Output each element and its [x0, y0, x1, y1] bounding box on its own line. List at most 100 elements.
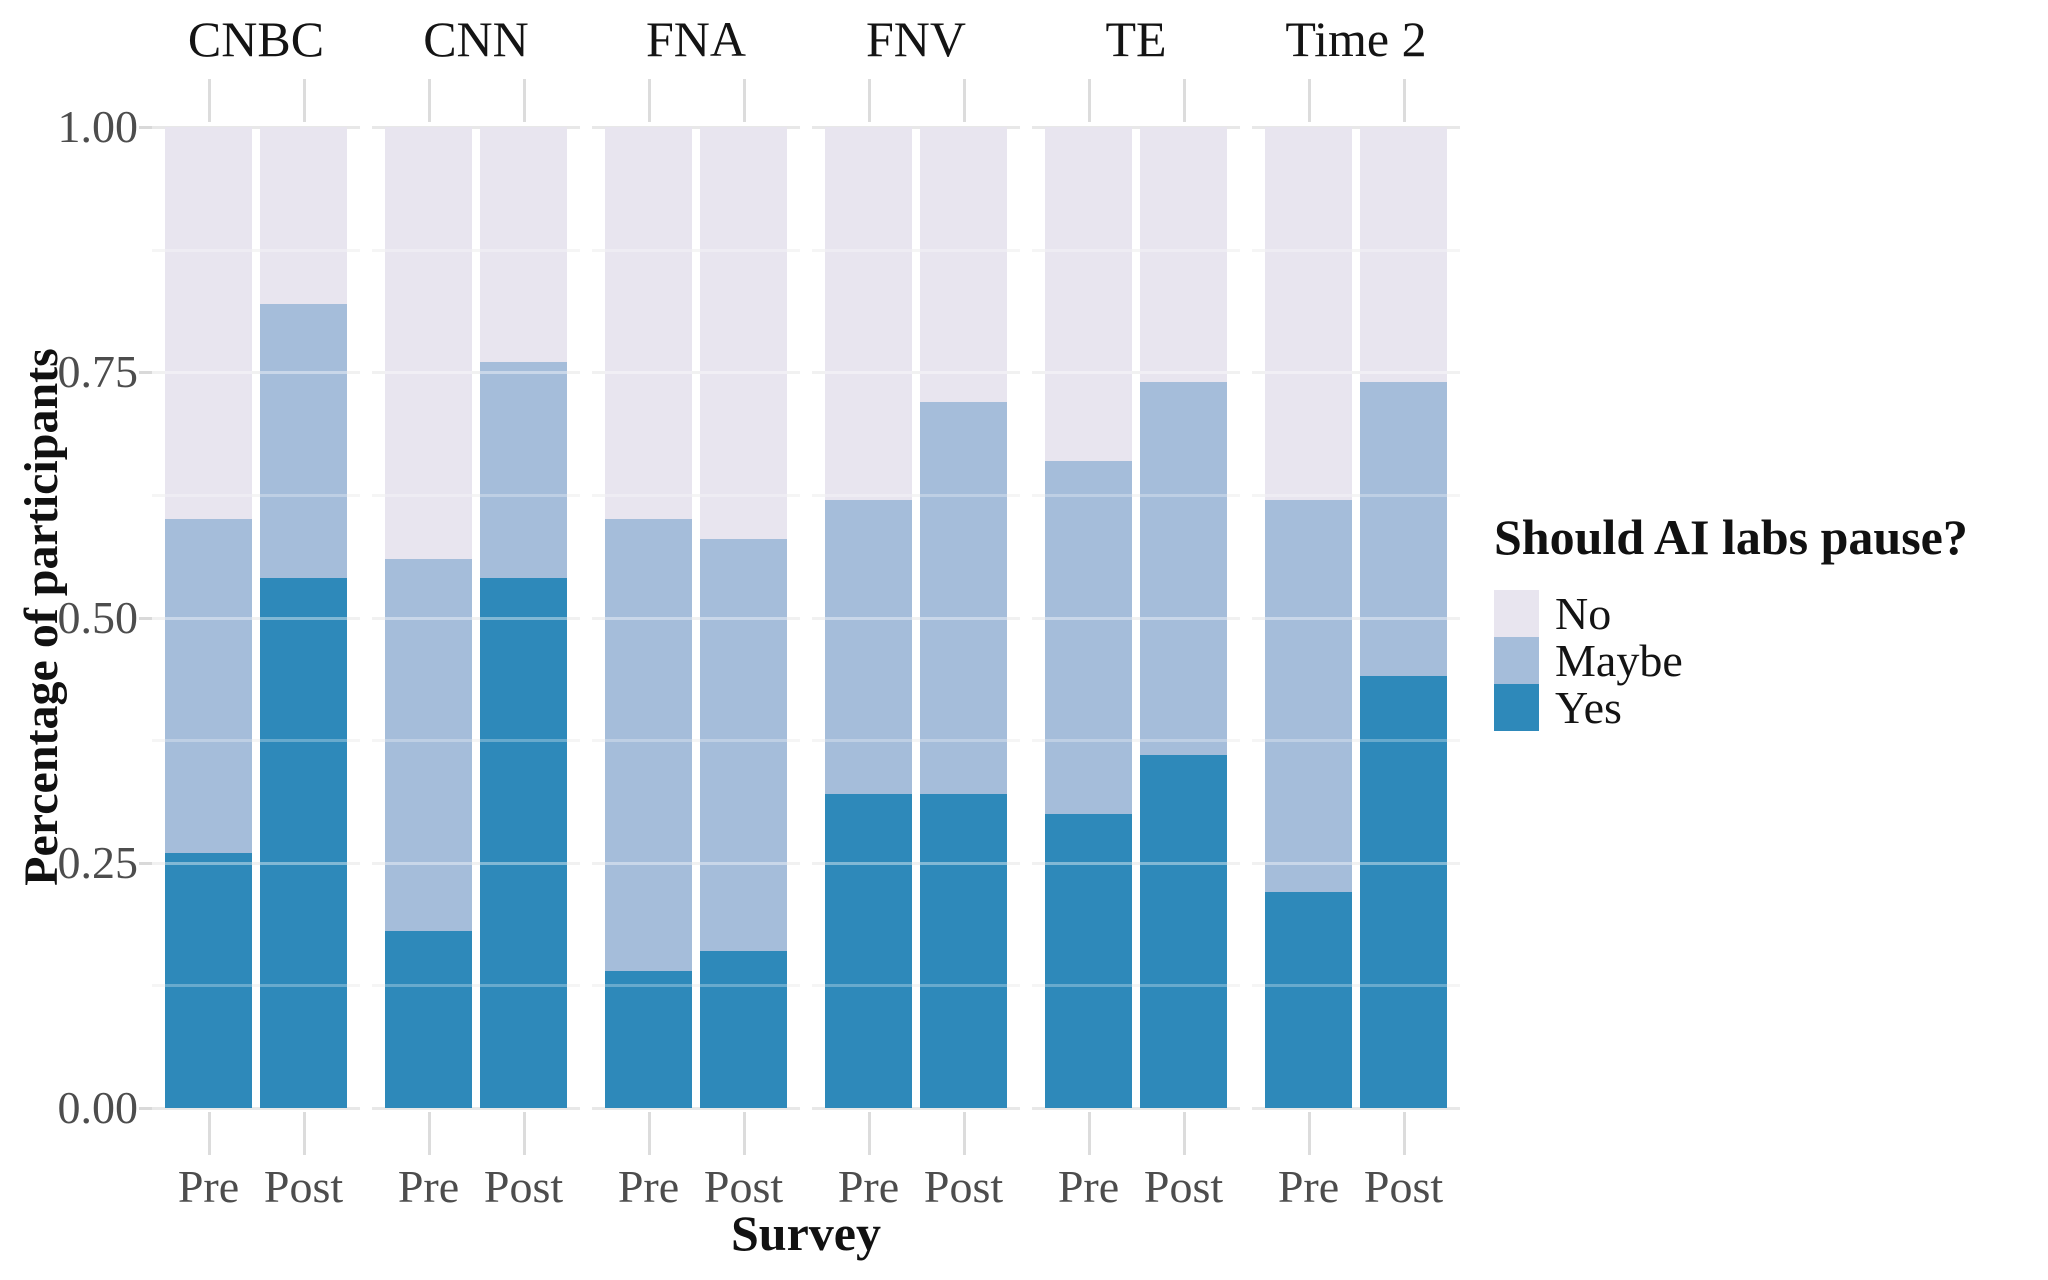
gridline: [152, 984, 360, 988]
top-axis-tick: [1402, 79, 1406, 122]
gridline: [372, 616, 580, 620]
gridline-overlay: [1032, 493, 1240, 497]
gridline: [152, 739, 360, 743]
gridline: [372, 861, 580, 865]
segment-yes: [480, 578, 567, 1108]
panel-fnv: [812, 126, 1020, 1110]
legend-label: No: [1555, 588, 1612, 639]
bar-cnbc-pre: [165, 127, 252, 1108]
segment-yes: [1265, 892, 1352, 1108]
gridline: [812, 1107, 1020, 1110]
segment-yes: [1360, 676, 1447, 1108]
gridline: [812, 248, 1020, 252]
segment-no: [1265, 127, 1352, 500]
gridline-overlay: [1252, 984, 1460, 988]
gridline-overlay: [372, 371, 580, 375]
gridline: [592, 248, 800, 252]
gridline: [1032, 616, 1240, 620]
segment-maybe: [1045, 460, 1132, 814]
segment-yes: [165, 852, 252, 1108]
gridline: [1252, 248, 1460, 252]
bar-te-post: [1140, 127, 1227, 1108]
gridline: [1252, 371, 1460, 375]
gridline-overlay: [812, 248, 1020, 252]
gridline: [372, 1107, 580, 1110]
gridline-overlay: [592, 248, 800, 252]
facet-label-fna: FNA: [645, 11, 747, 67]
gridline-overlay: [372, 861, 580, 865]
gridline: [1252, 984, 1460, 988]
panel-fna: [592, 126, 800, 1110]
gridline: [592, 739, 800, 743]
gridline-overlay: [372, 984, 580, 988]
legend-label: Maybe: [1555, 635, 1683, 686]
gridline-overlay: [812, 616, 1020, 620]
gridline: [812, 739, 1020, 743]
y-axis-tick: [139, 371, 152, 375]
x-tick-label-te-post: Post: [1143, 1161, 1224, 1212]
gridline-overlay: [812, 493, 1020, 497]
y-axis-tick: [139, 861, 152, 865]
gridline-overlay: [152, 861, 360, 865]
gridline: [592, 984, 800, 988]
bar-fnv-post: [920, 127, 1007, 1108]
gridline-overlay: [1252, 861, 1460, 865]
top-axis-tick: [962, 79, 966, 122]
segment-maybe: [700, 539, 787, 952]
gridline: [152, 371, 360, 375]
bar-fna-pre: [605, 127, 692, 1108]
gridline: [1032, 493, 1240, 497]
legend: Should AI labs pause? No Maybe Yes: [1494, 508, 2048, 731]
legend-entries: No Maybe Yes: [1494, 590, 2048, 731]
gridline-overlay: [1032, 248, 1240, 252]
segment-no: [1140, 127, 1227, 383]
segment-maybe: [1265, 499, 1352, 893]
gridline-overlay: [592, 371, 800, 375]
segment-maybe: [920, 401, 1007, 795]
gridline: [152, 126, 360, 129]
gridline-overlay: [1032, 984, 1240, 988]
gridline: [812, 126, 1020, 129]
bottom-axis-tick: [647, 1112, 651, 1155]
gridline: [372, 371, 580, 375]
segment-no: [920, 127, 1007, 402]
y-axis-tick: [139, 1107, 152, 1110]
segment-no: [260, 127, 347, 304]
gridline-overlay: [152, 371, 360, 375]
gridline-overlay: [372, 739, 580, 743]
gridline-overlay: [1032, 616, 1240, 620]
top-axis-tick: [1182, 79, 1186, 122]
gridline: [592, 861, 800, 865]
top-axis-tick: [742, 79, 746, 122]
gridline: [812, 616, 1020, 620]
segment-maybe: [385, 558, 472, 932]
top-axis-tick: [647, 79, 651, 122]
gridline: [152, 1107, 360, 1110]
segment-yes: [605, 970, 692, 1108]
top-axis-tick: [522, 79, 526, 122]
x-tick-label-cnbc-pre: Pre: [177, 1161, 240, 1212]
gridline: [1252, 493, 1460, 497]
bar-time-2-pre: [1265, 127, 1352, 1108]
gridline: [812, 371, 1020, 375]
bottom-axis-tick: [302, 1112, 306, 1155]
bottom-axis-tick: [207, 1112, 211, 1155]
gridline: [592, 371, 800, 375]
legend-entry-yes: Yes: [1494, 684, 2048, 731]
gridline-overlay: [592, 616, 800, 620]
y-tick-label: 0.00: [57, 1082, 139, 1133]
segment-yes: [260, 578, 347, 1108]
gridline: [372, 126, 580, 129]
gridline-overlay: [1252, 616, 1460, 620]
segment-no: [1360, 127, 1447, 383]
bar-cnn-pre: [385, 127, 472, 1108]
y-tick-label: 0.50: [57, 591, 139, 643]
segment-no: [825, 127, 912, 500]
bottom-axis-tick: [1402, 1112, 1406, 1155]
gridline-overlay: [1252, 739, 1460, 743]
gridline: [152, 493, 360, 497]
gridline-overlay: [372, 616, 580, 620]
gridline-overlay: [152, 984, 360, 988]
x-tick-label-fna-post: Post: [703, 1161, 784, 1212]
